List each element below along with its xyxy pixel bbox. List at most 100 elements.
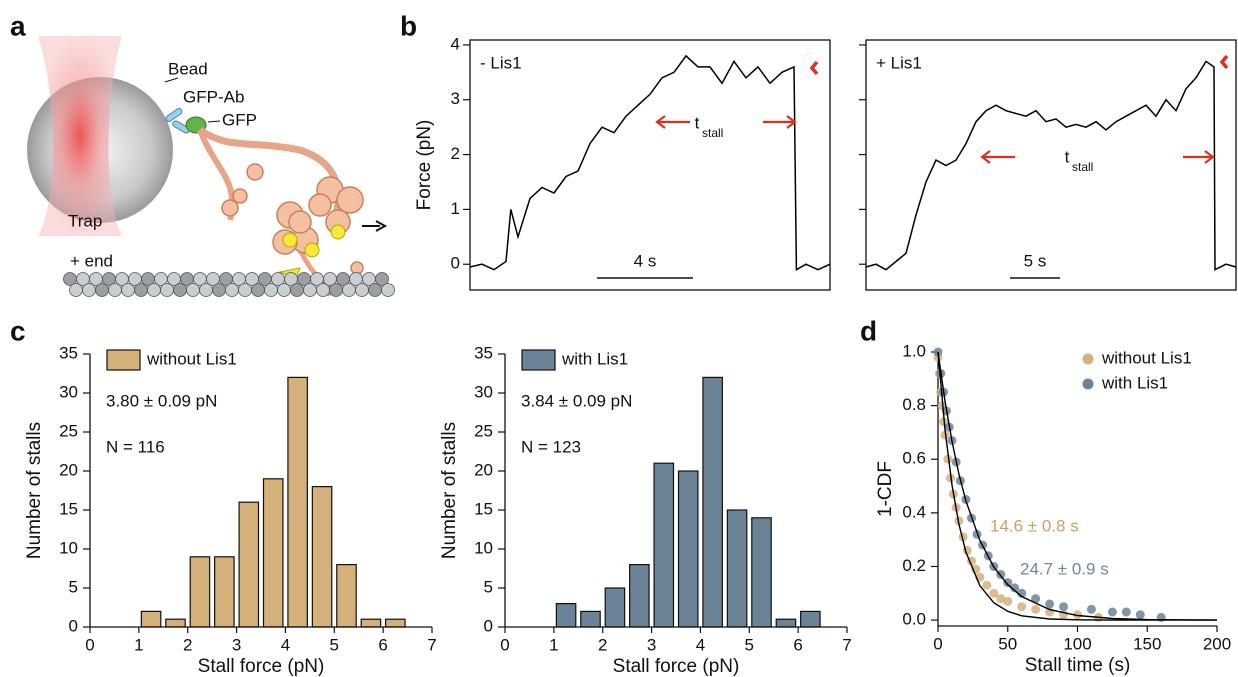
- panel-label: b: [400, 10, 417, 41]
- y-axis-label: Force (pN): [414, 120, 435, 211]
- condition-label: - Lis1: [480, 53, 522, 72]
- fit-line: [937, 351, 1218, 621]
- legend-marker: [1082, 378, 1094, 390]
- point: [1086, 604, 1096, 614]
- point: [1017, 588, 1027, 598]
- panel-label: c: [10, 315, 26, 346]
- force-trace: [865, 60, 1237, 271]
- tubulin: [355, 283, 369, 297]
- y-tick-label: 4: [451, 34, 460, 53]
- plot-frame: [469, 39, 831, 291]
- x-axis-label: Stall force (pN): [198, 656, 325, 677]
- diagram: Bead GFP-Ab GFP Trap + end: [27, 36, 395, 297]
- bar: [775, 618, 797, 628]
- antibody: [165, 108, 183, 122]
- bar: [140, 610, 162, 628]
- y-tick-label: 0.0: [902, 610, 926, 629]
- annotation: 24.7 ± 0.9 s: [1020, 559, 1109, 578]
- tubulin: [251, 283, 265, 297]
- y-tick-label: 0.8: [902, 395, 926, 414]
- x-tick-label: 0: [500, 635, 509, 654]
- point: [989, 588, 999, 598]
- bar: [287, 376, 308, 628]
- y-tick-label: 3: [451, 89, 460, 108]
- point: [1135, 610, 1145, 620]
- y-tick-label: 10: [474, 538, 493, 557]
- tubulin: [69, 283, 83, 297]
- x-axis-label: Stall force (pN): [613, 656, 740, 677]
- bar: [311, 486, 333, 628]
- scale-bar-label: 4 s: [634, 251, 657, 270]
- x-tick-label: 7: [842, 635, 851, 654]
- y-tick-label: 20: [474, 460, 493, 479]
- x-tick-label: 2: [183, 635, 192, 654]
- x-tick-label: 1: [134, 635, 143, 654]
- point: [1045, 599, 1055, 609]
- label: GFP: [222, 110, 257, 129]
- x-tick-label: 0: [85, 635, 94, 654]
- point: [1031, 594, 1041, 604]
- antibody: [172, 120, 190, 134]
- y-tick-label: 5: [69, 577, 78, 596]
- y-tick-label: 0.4: [902, 502, 926, 521]
- bar: [189, 556, 211, 628]
- x-tick-label: 50: [998, 634, 1017, 653]
- end-marker: [1219, 54, 1229, 70]
- tubulin: [329, 283, 343, 297]
- plot-frame: [865, 39, 1237, 291]
- leader: [164, 77, 179, 83]
- point: [996, 594, 1006, 604]
- point: [1017, 602, 1027, 612]
- legend-label: without Lis1: [1101, 348, 1192, 367]
- tubulin: [225, 283, 239, 297]
- point: [982, 580, 992, 590]
- y-axis-label: Number of stalls: [439, 422, 460, 559]
- legend-label: with Lis1: [1101, 373, 1168, 392]
- point: [1003, 596, 1013, 606]
- bar: [214, 556, 235, 628]
- red-arrow: [786, 115, 797, 129]
- legend-swatch: [521, 349, 556, 371]
- x-tick-label: 150: [1133, 634, 1161, 653]
- t-stall: t: [695, 113, 700, 132]
- y-axis-label: Number of stalls: [24, 422, 45, 559]
- bar: [653, 462, 675, 628]
- legend-swatch: [106, 349, 141, 371]
- bar: [800, 610, 821, 628]
- y-tick-label: 35: [59, 343, 78, 362]
- tubulin: [82, 283, 96, 297]
- t-stall-sub: stall: [702, 126, 723, 140]
- y-tick-label: 0: [451, 254, 460, 273]
- y-tick-label: 30: [474, 382, 493, 401]
- y-tick-label: 25: [59, 421, 78, 440]
- t-stall: t: [1065, 147, 1070, 166]
- tubulin: [316, 283, 330, 297]
- x-tick-label: 7: [427, 635, 436, 654]
- label: Bead: [168, 59, 208, 78]
- dynein: [197, 127, 364, 296]
- bar: [751, 517, 772, 628]
- red-arrow: [655, 115, 666, 129]
- tubulin: [134, 283, 148, 297]
- tubulin: [173, 283, 187, 297]
- x-tick-label: 4: [696, 635, 705, 654]
- bar: [726, 509, 748, 628]
- point: [940, 430, 950, 440]
- tubulin: [160, 283, 174, 297]
- tubulin: [381, 283, 395, 297]
- annotation: N = 123: [521, 437, 581, 456]
- x-tick-label: 0: [933, 634, 942, 653]
- bar: [580, 610, 601, 628]
- condition-label: + Lis1: [876, 53, 922, 72]
- panel-label: a: [10, 10, 26, 41]
- y-tick-label: 10: [59, 538, 78, 557]
- scale-bar-label: 5 s: [1024, 251, 1047, 270]
- bar: [385, 618, 406, 628]
- tubulin: [186, 283, 200, 297]
- x-tick-label: 1: [549, 635, 558, 654]
- annotation: 3.84 ± 0.09 pN: [521, 391, 632, 410]
- y-tick-label: 20: [59, 460, 78, 479]
- tubulin: [147, 283, 161, 297]
- x-tick-label: 4: [281, 635, 290, 654]
- tubulin: [95, 283, 109, 297]
